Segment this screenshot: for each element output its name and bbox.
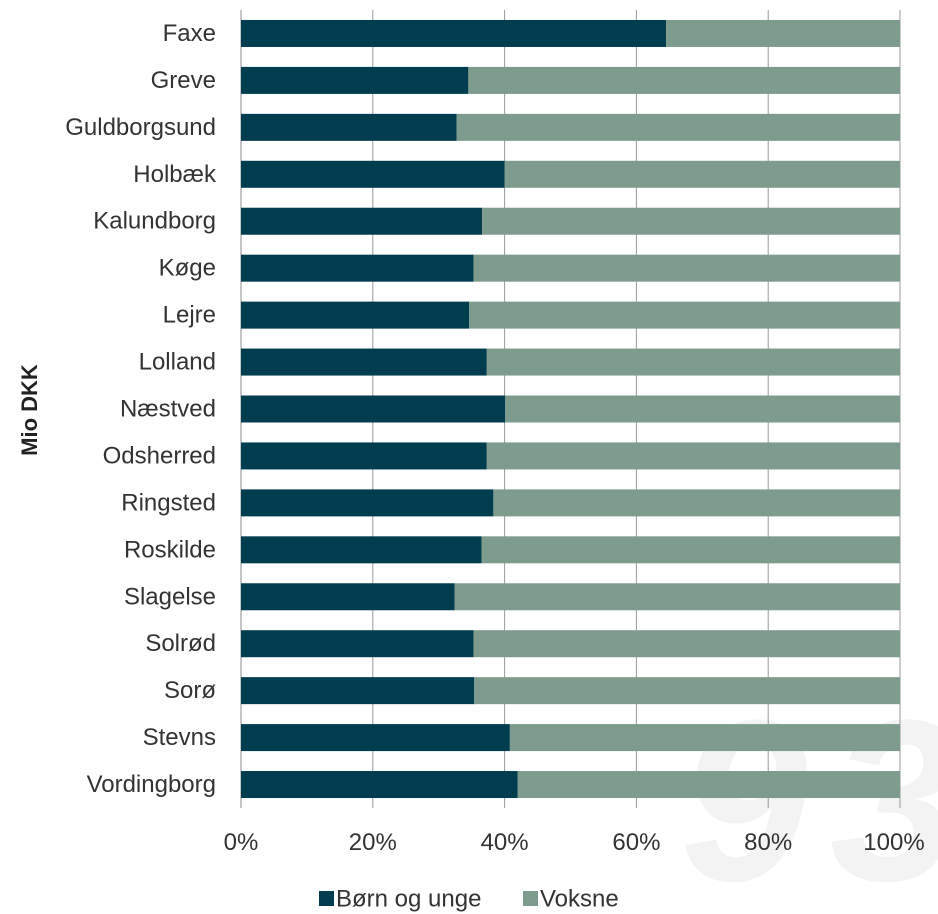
bar-voksne xyxy=(486,442,900,470)
bar-born-og-unge xyxy=(241,348,487,376)
bar-voksne xyxy=(473,254,900,282)
x-tick-label: 40% xyxy=(481,829,529,856)
legend-swatch xyxy=(523,891,538,906)
x-tick-labels: 0% 20% 40% 60% 80% 100% xyxy=(224,829,925,856)
bar-voksne xyxy=(481,536,900,564)
category-label: Solrød xyxy=(145,630,216,657)
bar-born-og-unge xyxy=(241,160,505,188)
bar-voksne xyxy=(468,66,900,94)
bar-voksne xyxy=(666,19,900,47)
category-label: Odsherred xyxy=(103,442,216,469)
legend-label: Børn og unge xyxy=(336,886,481,913)
legend-swatch xyxy=(319,891,334,906)
bar-born-og-unge xyxy=(241,66,469,94)
bar-voksne xyxy=(473,630,900,658)
bar-voksne xyxy=(456,113,900,141)
category-label: Sorø xyxy=(164,677,216,704)
bar-voksne xyxy=(482,207,900,235)
x-tick-label: 60% xyxy=(612,829,660,856)
bar-born-og-unge xyxy=(241,724,510,752)
category-label: Lejre xyxy=(163,302,216,329)
bar-born-og-unge xyxy=(241,301,470,329)
bar-born-og-unge xyxy=(241,489,494,517)
bar-voksne xyxy=(486,348,900,376)
category-labels: Faxe Greve Guldborgsund Holbæk Kalundborg Køg… xyxy=(65,20,217,798)
legend: Børn og unge Voksne xyxy=(319,886,619,913)
x-tick-label: 0% xyxy=(224,829,259,856)
category-label: Køge xyxy=(159,255,216,282)
bar-voksne xyxy=(505,395,900,423)
bar-born-og-unge xyxy=(241,630,474,658)
category-label: Ringsted xyxy=(121,489,216,516)
bar-voksne xyxy=(517,771,900,799)
bar-voksne xyxy=(474,677,900,705)
category-label: Holbæk xyxy=(133,161,217,188)
category-label: Kalundborg xyxy=(93,208,216,235)
bar-voksne xyxy=(469,301,900,329)
category-label: Slagelse xyxy=(124,583,216,610)
category-label: Stevns xyxy=(143,724,216,751)
category-label: Næstved xyxy=(120,396,216,423)
bar-voksne xyxy=(493,489,900,517)
bar-born-og-unge xyxy=(241,677,475,705)
bar-born-og-unge xyxy=(241,19,667,47)
legend-label: Voksne xyxy=(540,886,619,913)
category-label: Guldborgsund xyxy=(65,114,216,141)
x-tick-label: 20% xyxy=(349,829,397,856)
bars xyxy=(241,19,900,799)
bar-born-og-unge xyxy=(241,583,455,611)
x-tick-label: 80% xyxy=(744,829,792,856)
bar-born-og-unge xyxy=(241,254,474,282)
bar-born-og-unge xyxy=(241,207,483,235)
bar-born-og-unge xyxy=(241,442,487,470)
category-label: Lolland xyxy=(139,349,216,376)
category-label: Faxe xyxy=(163,20,216,47)
bar-born-og-unge xyxy=(241,395,506,423)
bar-voksne xyxy=(454,583,900,611)
bar-born-og-unge xyxy=(241,536,482,564)
category-label: Greve xyxy=(151,67,216,94)
bar-voksne xyxy=(504,160,900,188)
bar-voksne xyxy=(509,724,900,752)
category-label: Vordingborg xyxy=(87,771,216,798)
y-axis-title: Mio DKK xyxy=(17,364,42,456)
bar-born-og-unge xyxy=(241,771,518,799)
x-tick-label: 100% xyxy=(863,829,924,856)
category-label: Roskilde xyxy=(124,536,216,563)
bar-born-og-unge xyxy=(241,113,457,141)
